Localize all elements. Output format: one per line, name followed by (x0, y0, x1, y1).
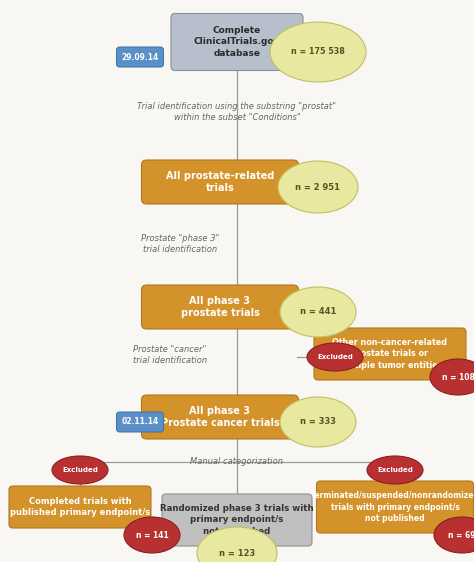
Text: All phase 3
Prostate cancer trials: All phase 3 Prostate cancer trials (161, 406, 279, 428)
Text: Excluded: Excluded (377, 467, 413, 473)
Text: 29.09.14: 29.09.14 (121, 52, 159, 61)
FancyBboxPatch shape (162, 494, 312, 546)
Text: Excluded: Excluded (317, 354, 353, 360)
Ellipse shape (278, 161, 358, 213)
Ellipse shape (367, 456, 423, 484)
Ellipse shape (280, 287, 356, 337)
FancyBboxPatch shape (117, 412, 164, 432)
Text: n = 108: n = 108 (442, 373, 474, 382)
Ellipse shape (434, 517, 474, 553)
Text: n = 69: n = 69 (448, 531, 474, 540)
Text: n = 441: n = 441 (300, 307, 336, 316)
Text: Prostate "phase 3"
trial identification: Prostate "phase 3" trial identification (141, 234, 219, 255)
FancyBboxPatch shape (314, 328, 466, 380)
FancyBboxPatch shape (9, 486, 151, 528)
Ellipse shape (430, 359, 474, 395)
FancyBboxPatch shape (117, 47, 164, 67)
Text: n = 175 538: n = 175 538 (291, 48, 345, 57)
Text: Completed trials with
published primary endpoint/s: Completed trials with published primary … (10, 497, 150, 517)
Ellipse shape (270, 22, 366, 82)
Ellipse shape (280, 397, 356, 447)
Text: All prostate-related
trials: All prostate-related trials (166, 171, 274, 193)
FancyBboxPatch shape (142, 285, 299, 329)
Text: n = 123: n = 123 (219, 549, 255, 558)
Text: Excluded: Excluded (62, 467, 98, 473)
FancyBboxPatch shape (171, 13, 303, 70)
Text: Randomized phase 3 trials with
primary endpoint/s
not published: Randomized phase 3 trials with primary e… (160, 505, 314, 536)
Text: All phase 3
prostate trials: All phase 3 prostate trials (181, 296, 259, 318)
Text: Terminated/suspended/nonrandomized
trials with primary endpoint/s
not published: Terminated/suspended/nonrandomized trial… (310, 491, 474, 523)
Text: n = 2 951: n = 2 951 (295, 183, 340, 192)
Text: 02.11.14: 02.11.14 (121, 418, 159, 427)
Text: Prostate "cancer"
trial identification: Prostate "cancer" trial identification (133, 345, 207, 365)
Text: Other non-cancer-related
prostate trials or
multiple tumor entities: Other non-cancer-related prostate trials… (332, 338, 447, 370)
Text: Trial identification using the substring "prostat"
within the subset "Conditions: Trial identification using the substring… (137, 102, 337, 123)
Ellipse shape (52, 456, 108, 484)
Ellipse shape (197, 527, 277, 562)
FancyBboxPatch shape (142, 160, 299, 204)
Text: Manual categorization: Manual categorization (191, 457, 283, 466)
Text: n = 333: n = 333 (300, 418, 336, 427)
Text: Complete
ClinicalTrials.gov
database: Complete ClinicalTrials.gov database (194, 26, 280, 57)
Ellipse shape (124, 517, 180, 553)
Text: n = 141: n = 141 (136, 531, 168, 540)
Ellipse shape (307, 343, 363, 371)
FancyBboxPatch shape (142, 395, 299, 439)
FancyBboxPatch shape (317, 481, 474, 533)
